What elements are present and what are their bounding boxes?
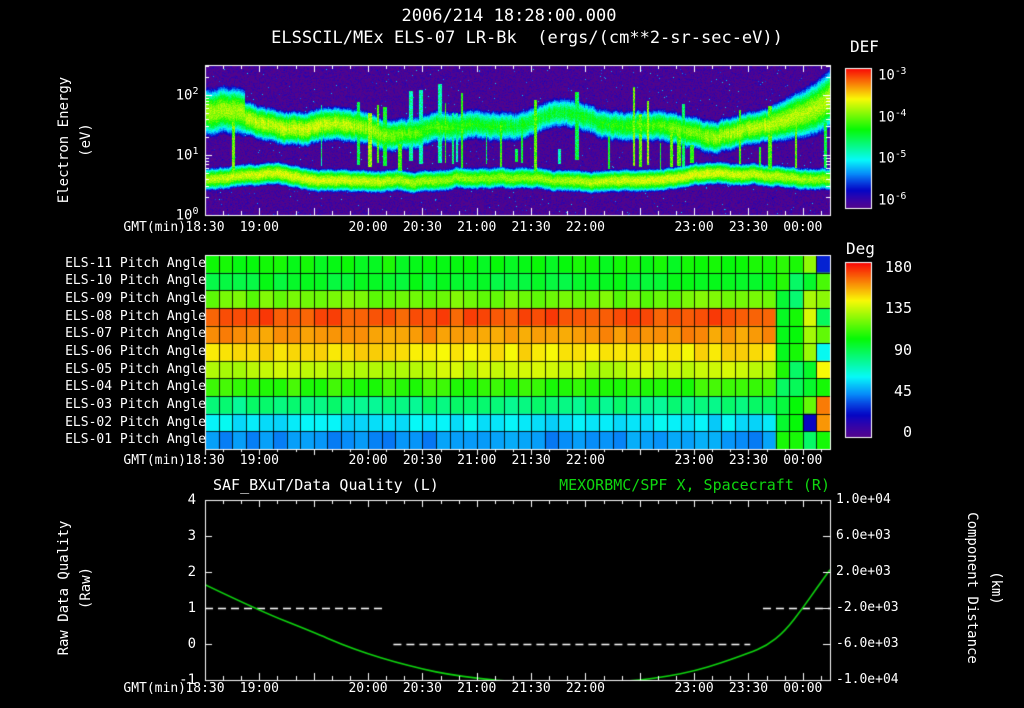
x-tick-label: 23:30 — [728, 453, 769, 468]
distance-tick-label: -6.0e+03 — [836, 636, 899, 651]
x-tick-label: 18:30 — [185, 220, 225, 235]
x-tick-label: 20:30 — [402, 681, 442, 696]
x-tick-label: 22:00 — [565, 453, 605, 468]
x-tick-label: 23:00 — [674, 220, 714, 235]
x-tick-label: 19:00 — [239, 453, 279, 468]
x-tick-label: 00:00 — [783, 681, 823, 696]
component-distance-units-label: (km) — [988, 571, 1005, 605]
x-tick-label: 19:00 — [239, 681, 279, 696]
gmt-label-middle: GMT(min) — [123, 453, 186, 468]
x-tick-label: 21:30 — [511, 453, 551, 468]
bottom-right-title: MEXORBMC/SPF X, Spacecraft (R) — [559, 476, 830, 494]
def-tick-label: 10-4 — [878, 107, 906, 126]
distance-tick-label: 2.0e+03 — [836, 564, 891, 579]
x-tick-label: 20:30 — [402, 453, 442, 468]
x-tick-label: 22:00 — [565, 681, 605, 696]
distance-tick-label: -1.0e+04 — [836, 672, 899, 687]
x-tick-label: 21:30 — [511, 681, 551, 696]
electron-energy-axis-label: Electron Energy — [55, 76, 72, 204]
x-tick-label: 23:00 — [674, 681, 714, 696]
els-row-label: ELS-01 Pitch Angle — [65, 432, 206, 448]
x-tick-label: 23:00 — [674, 453, 714, 468]
x-tick-label: 23:30 — [728, 220, 769, 235]
def-tick-label: 10-3 — [878, 66, 906, 84]
page-title: 2006/214 18:28:00.000 — [401, 6, 617, 26]
x-tick-label: 22:00 — [565, 220, 605, 235]
els-row-label: ELS-07 Pitch Angle — [65, 326, 206, 342]
x-tick-label: 21:00 — [457, 681, 497, 696]
raw-quality-units-label: (Raw) — [77, 566, 94, 610]
distance-tick-label: 1.0e+04 — [836, 492, 891, 507]
x-tick-label: 00:00 — [783, 453, 823, 468]
deg-tick-label: 90 — [893, 340, 912, 359]
electron-energy-units-label: (eV) — [77, 123, 94, 157]
x-tick-label: 20:00 — [348, 220, 388, 235]
deg-tick-label: 135 — [884, 299, 912, 318]
def-tick-label: 10-5 — [878, 149, 906, 168]
deg-tick-label: 0 — [902, 423, 912, 441]
gmt-label-bottom: GMT(min) — [123, 681, 186, 696]
deg-colorbar-title: Deg — [846, 239, 875, 258]
deg-tick-label: 180 — [884, 258, 912, 276]
quality-tick-label: 3 — [187, 528, 196, 544]
def-tick-label: 10-6 — [878, 191, 906, 209]
els-row-label: ELS-06 Pitch Angle — [65, 344, 206, 359]
raw-quality-axis-label: Raw Data Quality — [55, 520, 72, 656]
quality-tick-label: 0 — [187, 636, 196, 652]
quality-tick-label: 1 — [187, 600, 196, 616]
x-tick-label: 18:30 — [185, 681, 225, 696]
els-row-label: ELS-09 Pitch Angle — [65, 291, 206, 307]
x-tick-label: 20:00 — [348, 681, 388, 696]
els-row-label: ELS-05 Pitch Angle — [65, 361, 206, 377]
quality-tick-label: 4 — [187, 492, 196, 508]
x-tick-label: 18:30 — [185, 453, 225, 468]
x-tick-label: 23:30 — [728, 681, 769, 696]
energy-tick-label: 102 — [175, 86, 199, 104]
energy-tick-label: 100 — [175, 206, 199, 224]
quality-tick-label: -1 — [179, 672, 196, 688]
x-tick-label: 20:00 — [348, 453, 388, 468]
els-row-label: ELS-08 Pitch Angle — [65, 308, 206, 324]
x-tick-label: 00:00 — [783, 220, 823, 235]
gmt-label-top: GMT(min) — [123, 220, 186, 235]
x-tick-label: 21:00 — [457, 453, 497, 468]
els-row-label: ELS-02 Pitch Angle — [65, 414, 206, 430]
component-distance-axis-label: Component Distance — [964, 512, 981, 664]
x-tick-label: 21:00 — [457, 220, 497, 235]
x-tick-label: 20:30 — [402, 220, 442, 235]
els-row-label: ELS-03 Pitch Angle — [65, 396, 206, 412]
energy-tick-label: 101 — [175, 146, 199, 164]
distance-tick-label: -2.0e+03 — [836, 600, 899, 615]
els-row-label: ELS-04 Pitch Angle — [65, 379, 206, 395]
page-subtitle: ELSSCIL/MEx ELS-07 LR-Bk (ergs/(cm**2-sr… — [271, 28, 783, 48]
def-colorbar-title: DEF — [850, 37, 879, 56]
quality-tick-label: 2 — [187, 564, 196, 580]
x-tick-label: 21:30 — [511, 220, 551, 235]
els-row-label: ELS-11 Pitch Angle — [65, 255, 206, 271]
deg-tick-label: 45 — [893, 381, 912, 400]
x-tick-label: 19:00 — [239, 220, 279, 235]
bottom-left-title: SAF_BXuT/Data Quality (L) — [213, 476, 439, 494]
distance-tick-label: 6.0e+03 — [836, 528, 891, 543]
els-row-label: ELS-10 Pitch Angle — [65, 273, 206, 289]
